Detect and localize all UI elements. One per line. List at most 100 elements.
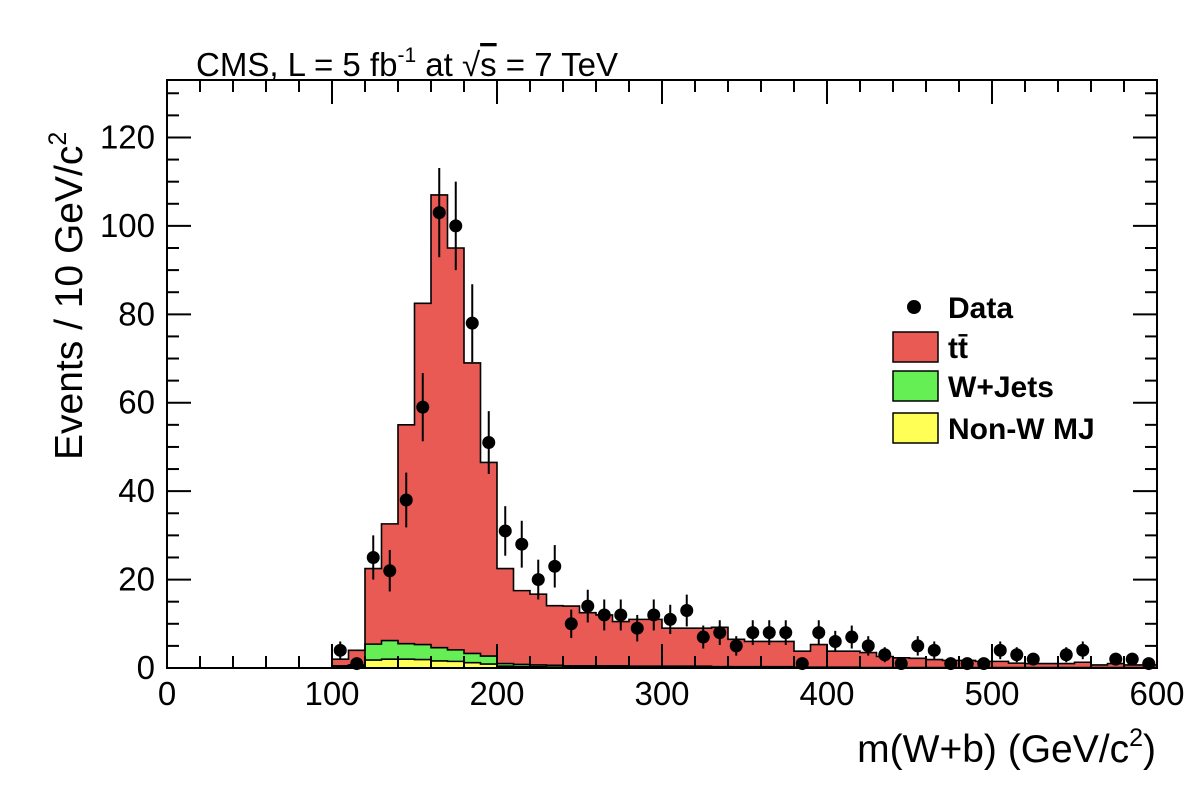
data-point bbox=[465, 316, 479, 330]
ttbar-bin bbox=[414, 303, 431, 668]
data-point bbox=[432, 206, 446, 220]
title-prefix: CMS, L = 5 fb bbox=[196, 46, 397, 83]
legend-label-w-jets: W+Jets bbox=[948, 371, 1054, 404]
data-point bbox=[762, 626, 776, 640]
ttbar-bin bbox=[662, 628, 679, 668]
ttbar-bin bbox=[530, 594, 547, 668]
data-point bbox=[482, 436, 496, 450]
x-axis-label-close: ) bbox=[1143, 728, 1156, 771]
ttbar-bin bbox=[926, 659, 943, 668]
legend-swatch-non-w-mj bbox=[892, 412, 939, 444]
legend-swatch-ttbar bbox=[892, 331, 939, 363]
x-tick-label: 500 bbox=[964, 675, 1019, 712]
plot-area bbox=[167, 167, 1157, 671]
x-axis-label-exponent: 2 bbox=[1129, 724, 1143, 752]
ttbar-bin bbox=[1025, 663, 1042, 668]
data-point bbox=[564, 617, 578, 631]
ttbar-bin bbox=[381, 523, 398, 668]
data-point bbox=[977, 657, 991, 671]
data-point bbox=[894, 657, 908, 671]
x-axis-label-main: m(W+b) (GeV/c bbox=[857, 728, 1129, 771]
title-sqrt-symbol: √ bbox=[462, 46, 481, 83]
data-point bbox=[911, 639, 925, 653]
ttbar-bin bbox=[1058, 663, 1075, 668]
data-point bbox=[416, 400, 430, 414]
ttbar-bin bbox=[447, 248, 464, 668]
data-point bbox=[1059, 648, 1073, 662]
y-tick-label: 20 bbox=[118, 561, 155, 598]
non-w-mj-bin bbox=[431, 660, 448, 668]
y-tick-label: 60 bbox=[118, 384, 155, 421]
ttbar-bin bbox=[909, 658, 926, 668]
ttbar-bin bbox=[777, 641, 794, 668]
ttbar-bin bbox=[365, 568, 382, 668]
data-point bbox=[1125, 652, 1139, 666]
ttbar-bin bbox=[761, 641, 778, 668]
ttbar-bin bbox=[810, 644, 827, 668]
legend: Data tt̄ W+Jets Non-W MJ bbox=[892, 292, 1095, 446]
data-point bbox=[828, 634, 842, 648]
data-point bbox=[663, 612, 677, 626]
title-sqrt-arg: s bbox=[480, 46, 497, 83]
w-jets-bin bbox=[480, 656, 497, 668]
x-tick-label: 400 bbox=[799, 675, 854, 712]
ttbar-bin bbox=[398, 424, 415, 668]
data-point bbox=[581, 599, 595, 613]
x-tick-label: 200 bbox=[469, 675, 524, 712]
ttbar-bin bbox=[546, 605, 563, 668]
ttbar-bin bbox=[678, 628, 695, 668]
ttbar-bin bbox=[827, 651, 844, 668]
data-point bbox=[746, 626, 760, 640]
data-point bbox=[531, 573, 545, 587]
ttbar-bin bbox=[1107, 663, 1124, 668]
data-point bbox=[366, 550, 380, 564]
data-point bbox=[449, 219, 463, 233]
legend-label-data: Data bbox=[948, 292, 1013, 325]
data-point bbox=[960, 657, 974, 671]
legend-swatch-w-jets bbox=[892, 370, 939, 402]
data-point bbox=[548, 559, 562, 573]
ttbar-bin bbox=[513, 590, 530, 668]
data-point bbox=[399, 493, 413, 507]
ttbar-bin bbox=[1008, 663, 1025, 668]
data-point bbox=[597, 608, 611, 622]
ttbar-bin bbox=[843, 651, 860, 668]
x-tick-label: 0 bbox=[158, 675, 176, 712]
data-point bbox=[333, 643, 347, 657]
data-point bbox=[1109, 652, 1123, 666]
ttbar-bin bbox=[1041, 663, 1058, 668]
data-point bbox=[350, 657, 364, 671]
data-point bbox=[795, 657, 809, 671]
non-w-mj-bin bbox=[480, 664, 497, 668]
ttbar-bin bbox=[1091, 664, 1108, 668]
legend-marker-data bbox=[907, 300, 921, 314]
ttbar-bin bbox=[860, 652, 877, 668]
ttbar-bin bbox=[464, 362, 481, 668]
ttbar-bin bbox=[497, 568, 514, 668]
axes: 0 100 200 300 400 500 600 0 20 40 60 80 100 120 bbox=[100, 79, 1185, 712]
non-w-mj-bin bbox=[464, 662, 481, 668]
data-point bbox=[614, 608, 628, 622]
non-w-mj-bin bbox=[381, 659, 398, 668]
data-point bbox=[812, 626, 826, 640]
title-at: at bbox=[416, 46, 462, 83]
data-point bbox=[498, 524, 512, 538]
ttbar-bin bbox=[579, 612, 596, 668]
data-point bbox=[680, 604, 694, 618]
non-w-mj-bin bbox=[447, 661, 464, 668]
data-point bbox=[696, 630, 710, 644]
legend-label-non-w-mj: Non-W MJ bbox=[948, 413, 1095, 446]
x-tick-label: 600 bbox=[1129, 675, 1184, 712]
non-w-mj-bin bbox=[414, 659, 431, 668]
ttbar-bin bbox=[596, 614, 613, 668]
ttbar-bin bbox=[645, 619, 662, 668]
ttbar-bin bbox=[1124, 664, 1141, 668]
legend-label-ttbar: tt̄ bbox=[948, 332, 968, 365]
y-axis-label-main: Events / 10 GeV/c bbox=[48, 146, 91, 460]
data-point bbox=[383, 564, 397, 578]
data-point bbox=[515, 537, 529, 551]
x-tick-label: 300 bbox=[634, 675, 689, 712]
ttbar-bin bbox=[480, 462, 497, 668]
y-tick-label: 100 bbox=[100, 207, 155, 244]
